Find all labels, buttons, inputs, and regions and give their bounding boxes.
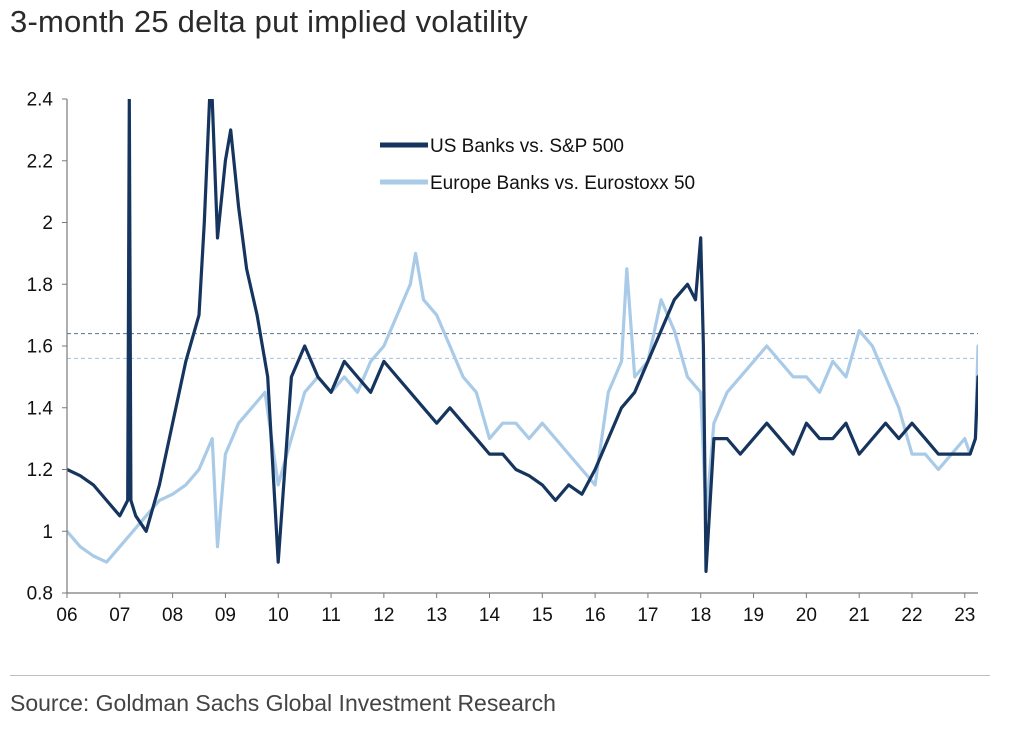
y-tick-label: 0.8 xyxy=(27,584,53,605)
x-tick-label: 20 xyxy=(796,605,817,626)
reference-lines xyxy=(67,333,978,359)
x-tick-label: 17 xyxy=(637,605,658,626)
chart-plot: 0.8 1 1.2 1.4 1.6 1.8 2 2.2 2.4 06 07 08 09 10 11 12 13… xyxy=(27,90,978,626)
legend-label-1: US Banks vs. S&P 500 xyxy=(430,136,624,157)
y-tick-label: 2.4 xyxy=(27,90,54,111)
source-note: Source: Goldman Sachs Global Investment … xyxy=(10,690,556,716)
y-tick-label: 2.2 xyxy=(27,151,53,172)
x-tick-label: 16 xyxy=(585,605,606,626)
x-tick-label: 23 xyxy=(954,605,975,626)
x-tick-label: 07 xyxy=(109,605,130,626)
x-tick-label: 11 xyxy=(321,605,341,626)
y-tick-label: 1.6 xyxy=(27,337,53,358)
series-line-2 xyxy=(67,251,978,564)
y-tick-label: 1.4 xyxy=(27,398,54,419)
x-tick-label: 19 xyxy=(743,605,764,626)
x-tick-label: 21 xyxy=(849,605,870,626)
y-tick-label: 1.8 xyxy=(27,275,53,296)
y-tick-label: 1.2 xyxy=(27,460,53,481)
y-tick-label: 2 xyxy=(42,213,53,234)
x-tick-label: 18 xyxy=(690,605,711,626)
y-tick-label: 1 xyxy=(42,522,53,543)
divider xyxy=(10,675,990,676)
x-tick-label: 09 xyxy=(215,605,236,626)
x-tick-label: 10 xyxy=(268,605,289,626)
x-tick-label: 08 xyxy=(162,605,183,626)
series-lines xyxy=(67,99,978,573)
y-axis-ticks: 0.8 1 1.2 1.4 1.6 1.8 2 2.2 2.4 xyxy=(27,90,67,605)
x-tick-label: 13 xyxy=(426,605,447,626)
legend: US Banks vs. S&P 500 Europe Banks vs. Eur… xyxy=(380,136,695,194)
x-axis-ticks: 06 07 08 09 10 11 12 13 14 15 16 17 18 19 20 21 22 23 xyxy=(56,593,975,626)
legend-label-2: Europe Banks vs. Eurostoxx 50 xyxy=(430,173,695,194)
x-tick-label: 22 xyxy=(901,605,922,626)
x-tick-label: 15 xyxy=(532,605,553,626)
series-line-1 xyxy=(67,99,978,573)
x-tick-label: 12 xyxy=(373,605,394,626)
chart-title: 3-month 25 delta put implied volatility xyxy=(10,4,528,39)
x-tick-label: 06 xyxy=(56,605,77,626)
x-tick-label: 14 xyxy=(479,605,501,626)
